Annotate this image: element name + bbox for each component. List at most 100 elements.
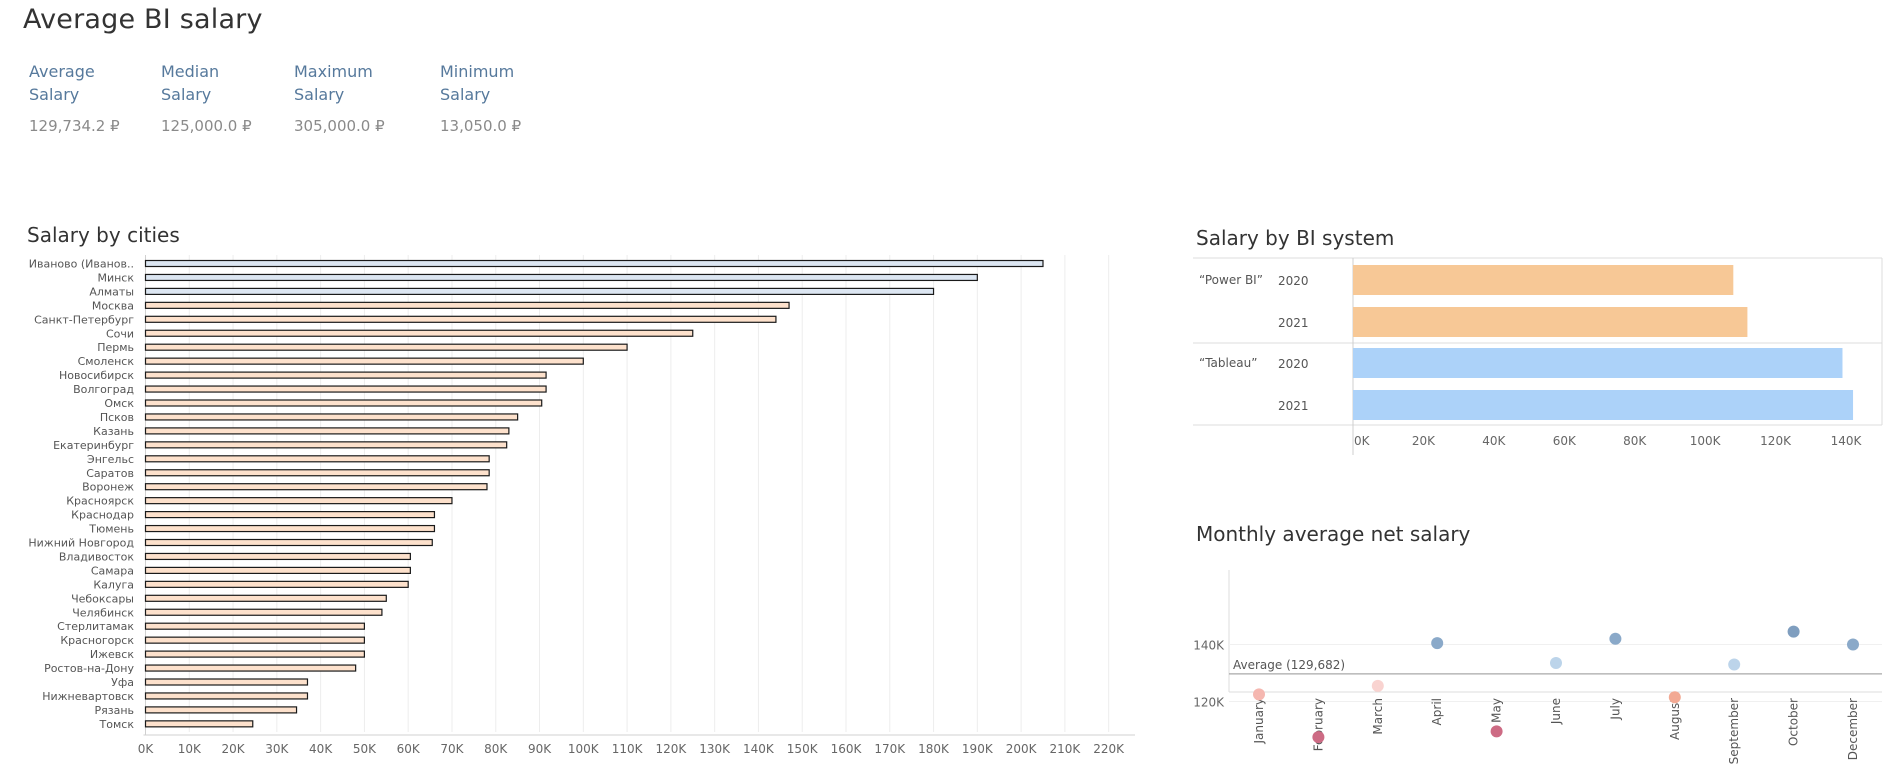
kpi-minimum-salary: Minimum Salary 13,050.0 ₽ [440,60,560,135]
x-tick-label: 180K [918,742,950,756]
x-tick-label: 130K [699,742,731,756]
city-bar [144,259,1044,268]
city-label: Чебоксары [71,592,134,605]
monthly-chart-title: Monthly average net salary [1196,522,1471,546]
month-label: September [1727,698,1741,764]
city-bar [144,357,584,365]
bi-x-tick-label: 120K [1760,434,1792,448]
city-label: Владивосток [59,550,134,563]
month-point [1490,725,1503,738]
city-label: Ростов-на-Дону [44,662,134,675]
city-label: Смоленск [78,355,135,368]
city-label: Уфа [111,676,134,689]
x-tick-label: 160K [831,742,863,756]
kpi-label: Maximum Salary [294,62,373,104]
x-tick-label: 120K [655,742,687,756]
month-point [1728,658,1741,671]
city-bar [144,301,790,309]
city-bar [144,511,436,519]
bi-year-label: 2021 [1278,399,1309,413]
city-bar [144,343,628,351]
x-tick-label: 140K [743,742,775,756]
city-label: Волгоград [73,383,134,396]
city-label: Москва [92,299,134,312]
city-bar [144,608,383,616]
y-tick-label: 120K [1193,696,1225,710]
bi-x-tick-label: 60K [1553,434,1577,448]
bi-year-label: 2020 [1278,357,1309,371]
city-bar [144,538,433,547]
city-label: Красногорск [60,634,134,647]
x-tick-label: 190K [962,742,994,756]
bi-x-tick-label: 80K [1623,434,1647,448]
city-label: Стерлитамак [57,620,134,633]
bi-bar [1353,390,1854,420]
bi-bar [1353,265,1734,295]
city-label: Сочи [106,327,134,340]
kpi-value: 13,050.0 ₽ [440,117,522,135]
city-label: Калуга [93,578,134,591]
city-bar [144,706,298,714]
x-tick-label: 40K [309,742,333,756]
city-label: Псков [100,411,134,424]
x-tick-label: 200K [1006,742,1038,756]
city-label: Иваново (Иванов.. [29,258,134,271]
city-label: Красноярск [66,495,134,508]
city-label: Ижевск [90,648,134,661]
month-point [1668,691,1681,704]
city-bar [144,524,436,533]
city-bar [144,413,519,421]
month-point [1371,679,1384,692]
city-bar [144,385,547,393]
city-label: Омск [104,397,134,410]
city-bar [144,678,309,686]
city-bar [144,469,490,477]
month-label: April [1430,698,1444,725]
city-bar [144,455,490,463]
kpi-value: 305,000.0 ₽ [294,117,385,135]
month-label: February [1311,698,1325,751]
city-bar [144,497,453,505]
x-tick-label: 170K [874,742,906,756]
month-point [1847,638,1859,651]
bi-x-tick-label: 40K [1482,434,1506,448]
x-tick-label: 60K [397,742,421,756]
x-tick-label: 50K [353,742,377,756]
city-bar [144,441,508,449]
city-bar [144,636,365,644]
bi-x-tick-label: 0K [1354,434,1371,448]
city-label: Воронеж [82,481,134,494]
city-label: Санкт-Петербург [34,313,134,326]
x-tick-label: 20K [221,742,245,756]
city-bar [144,720,254,728]
x-tick-label: 80K [484,742,508,756]
page-title: Average BI salary [23,4,263,35]
city-bar [144,483,488,491]
city-label: Тюмень [88,523,134,536]
city-bar [144,692,309,700]
month-label: January [1252,698,1266,745]
city-label: Энгельс [87,453,134,466]
x-tick-label: 70K [440,742,464,756]
city-label: Казань [93,425,134,438]
x-tick-label: 30K [265,742,289,756]
month-point [1609,632,1622,645]
month-point [1312,731,1325,744]
bi-bar [1353,307,1748,337]
city-bar [144,273,978,282]
city-label: Пермь [97,341,134,354]
bi-group-label: “Tableau” [1199,356,1257,370]
month-label: March [1371,698,1385,735]
kpi-label: Median Salary [161,62,220,104]
city-bar [144,580,409,588]
month-label: May [1490,698,1504,723]
bi-x-tick-label: 100K [1690,434,1722,448]
city-bar [144,329,694,337]
city-label: Екатеринбург [53,439,134,452]
y-tick-label: 140K [1193,639,1225,653]
month-label: October [1787,698,1801,746]
x-tick-label: 0K [138,742,155,756]
average-reference-label: Average (129,682) [1233,658,1345,672]
city-label: Нижневартовск [42,690,134,703]
city-label: Нижний Новгород [28,537,134,550]
